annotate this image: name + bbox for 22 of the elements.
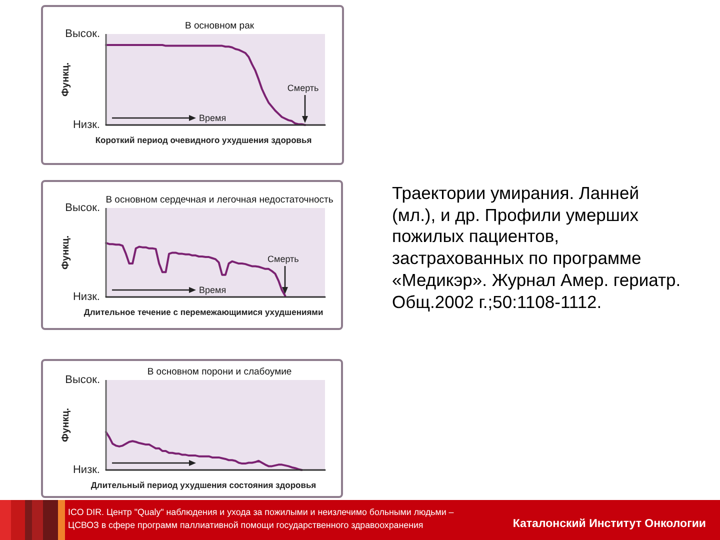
chart-title: В основном сердечная и легочная недостаточность <box>106 194 334 206</box>
y-axis-title: Функц. <box>60 408 72 442</box>
x-axis-title: Время <box>199 113 226 123</box>
text: Короткий период очевидного ухудшения здоровья <box>95 135 312 145</box>
y-axis-title: Функц. <box>60 235 72 270</box>
text: Длительный период ухудшения состояния здоровья <box>90 480 316 490</box>
text: Высок. <box>65 374 100 386</box>
x-axis-title: Время <box>199 285 226 295</box>
text: Высок. <box>65 28 100 40</box>
text: Каталонский Институт Онкологии <box>512 518 706 530</box>
text: Траектории умирания. Ланней (мл.), и др. Профили умерших пожилых пациентов, застрахованных по программе «Медикэр». Журнал Амер. гериатр. Общ.2002 г.;50:1108-1112. <box>392 183 682 314</box>
y-axis-title: Функц. <box>60 62 72 97</box>
text: Низк. <box>72 291 100 303</box>
text: Низк. <box>72 464 100 476</box>
chart-title: В основном порони и слабоумие <box>147 366 292 378</box>
text: Низк. <box>72 119 100 131</box>
text: Длительное течение с перемежающимися ухудшениями <box>84 307 324 317</box>
text: Высок. <box>65 202 100 214</box>
annotation: Смерть <box>287 83 320 93</box>
chart-title: В основном рак <box>184 20 255 32</box>
text: ICO DIR. Центр "Qualy" наблюдения и ухода за пожилыми и неизлечимо больными людьми – ЦСВОЗ в сфере программ паллиативной помощи государственного здравоохранения <box>68 506 455 532</box>
annotation: Смерть <box>268 254 300 264</box>
